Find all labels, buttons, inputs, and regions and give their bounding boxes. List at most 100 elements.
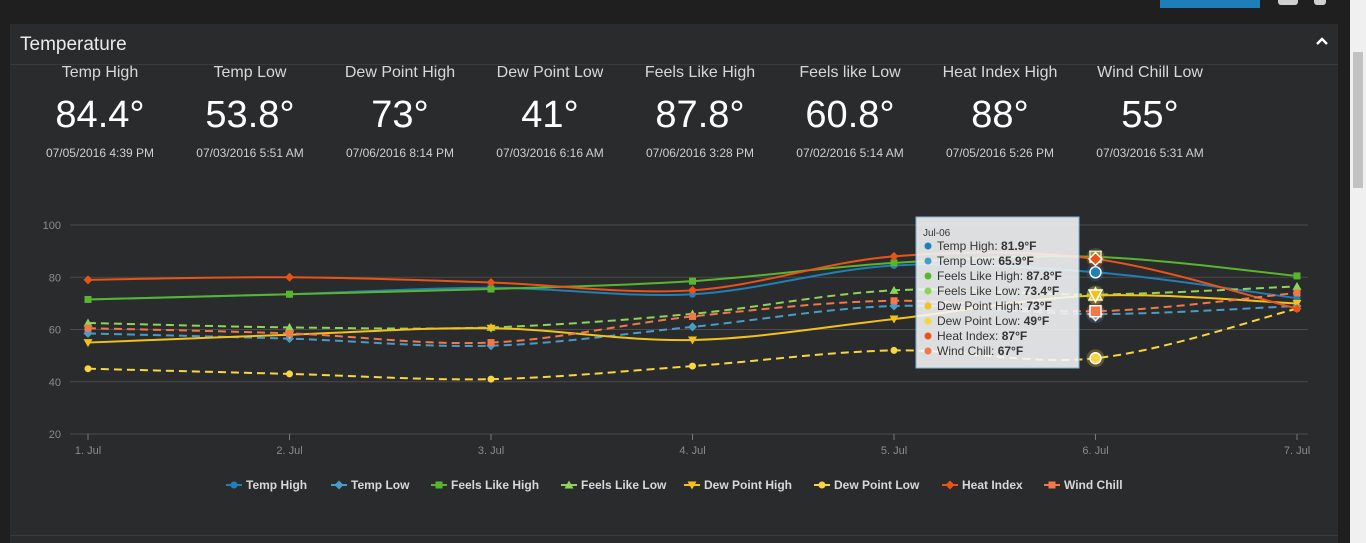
legend-label: Temp Low	[351, 478, 410, 492]
data-point	[286, 290, 293, 298]
data-point	[286, 329, 293, 337]
stat-value: 55°	[1121, 94, 1179, 136]
stat-date: 07/03/2016 6:16 AM	[496, 146, 604, 160]
stat-item: Dew Point Low 41° 07/03/2016 6:16 AM	[475, 64, 625, 160]
stat-date: 07/03/2016 5:51 AM	[196, 146, 304, 160]
legend-marker	[334, 480, 344, 490]
data-point	[890, 297, 898, 305]
tooltip-row: Temp Low: 65.9°F	[937, 254, 1034, 268]
tooltip-bullet	[924, 347, 932, 355]
data-point	[285, 322, 294, 331]
data-point	[689, 312, 696, 320]
stat-item: Feels Like High 87.8° 07/06/2016 3:28 PM	[625, 64, 775, 160]
stat-label: Dew Point Low	[496, 64, 604, 81]
tooltip-row: Dew Point High: 73°F	[937, 299, 1052, 313]
legend-label: Wind Chill	[1064, 478, 1123, 492]
legend-label: Feels Like High	[451, 478, 539, 492]
top-toolbar	[0, 0, 1350, 22]
tooltip-bullet	[924, 332, 932, 340]
panel-title: Temperature	[20, 34, 127, 55]
data-point	[889, 251, 899, 261]
tooltip-header: Jul-06	[923, 228, 951, 239]
data-point-highlight	[1089, 304, 1102, 318]
data-point	[487, 375, 495, 383]
tooltip-bullet	[924, 257, 932, 265]
legend-marker	[1048, 481, 1056, 489]
tooltip-bullet	[924, 302, 932, 310]
legend-marker	[435, 481, 443, 489]
data-point	[688, 336, 697, 345]
y-tick-label: 80	[49, 272, 61, 284]
tooltip-row: Dew Point Low: 49°F	[937, 314, 1049, 328]
stat-date: 07/03/2016 5:31 AM	[1096, 146, 1204, 160]
tooltip-row: Wind Chill: 67°F	[937, 344, 1023, 358]
stat-label: Heat Index High	[942, 64, 1058, 81]
tooltip-bullet	[924, 287, 932, 295]
data-point	[285, 272, 294, 282]
stat-date: 07/05/2016 4:39 PM	[45, 146, 155, 160]
divider	[10, 535, 1338, 536]
stat-label: Temp High	[61, 64, 139, 81]
legend-marker	[818, 481, 826, 489]
data-point	[1292, 304, 1302, 314]
panel-header: Temperature	[10, 24, 1338, 65]
calendar-icon[interactable]	[1278, 0, 1298, 5]
tooltip-row: Temp High: 81.9°F	[937, 239, 1037, 253]
legend-label: Heat Index	[962, 478, 1023, 492]
data-point-highlight	[1089, 266, 1102, 279]
stat-label: Wind Chill Low	[1097, 64, 1203, 81]
data-point	[1292, 299, 1302, 308]
x-tick-label: 2. Jul	[276, 445, 302, 457]
data-point-highlight	[1089, 351, 1102, 365]
data-point	[84, 365, 92, 373]
legend-label: Dew Point High	[704, 478, 792, 492]
data-point	[890, 259, 898, 267]
data-point	[689, 277, 696, 285]
stat-value: 53.8°	[205, 94, 295, 136]
y-tick-label: 40	[49, 377, 61, 389]
data-point	[84, 295, 92, 303]
tooltip-box	[915, 216, 1080, 369]
tooltip-row: Feels Like Low: 73.4°F	[937, 284, 1059, 298]
data-point	[890, 346, 898, 354]
x-tick-label: 6. Jul	[1082, 445, 1108, 457]
top-action-button[interactable]	[1160, 0, 1260, 8]
tooltip-row: Heat Index: 87°F	[937, 329, 1027, 343]
data-point	[487, 285, 495, 293]
stat-date: 07/05/2016 5:26 PM	[945, 146, 1055, 160]
chevron-up-icon[interactable]	[1310, 30, 1334, 54]
tooltip-row: Feels Like High: 87.8°F	[937, 269, 1062, 283]
stat-item: Wind Chill Low 55° 07/03/2016 5:31 AM	[1075, 64, 1225, 160]
data-point-highlight	[1087, 289, 1104, 304]
data-point	[689, 362, 696, 370]
stat-value: 41°	[521, 94, 579, 136]
stat-label: Feels Like High	[644, 64, 756, 81]
data-point	[83, 339, 93, 348]
data-point	[84, 324, 92, 332]
stat-value: 60.8°	[805, 94, 895, 136]
data-point	[889, 315, 899, 324]
stat-date: 07/06/2016 3:28 PM	[645, 146, 755, 160]
stat-item: Temp Low 53.8° 07/03/2016 5:51 AM	[175, 64, 325, 160]
stat-item: Heat Index High 88° 07/05/2016 5:26 PM	[925, 64, 1075, 160]
data-point	[1293, 272, 1301, 280]
tooltip-bullet	[924, 272, 932, 280]
scrollbar[interactable]	[1350, 0, 1366, 543]
stat-item: Feels like Low 60.8° 07/02/2016 5:14 AM	[775, 64, 925, 160]
y-tick-label: 100	[43, 220, 61, 232]
data-point	[1292, 281, 1302, 290]
x-tick-label: 1. Jul	[75, 445, 101, 457]
data-point-highlight	[1087, 251, 1104, 267]
legend-marker	[230, 481, 238, 489]
scrollbar-thumb[interactable]	[1353, 52, 1363, 188]
info-icon[interactable]	[1314, 0, 1326, 5]
tooltip-bullet	[924, 242, 932, 250]
data-point	[487, 339, 495, 347]
data-point	[889, 285, 899, 294]
data-point	[1293, 289, 1301, 297]
x-tick-label: 3. Jul	[478, 445, 504, 457]
data-point	[486, 324, 496, 333]
data-point	[286, 370, 293, 378]
stat-value: 73°	[371, 94, 429, 136]
